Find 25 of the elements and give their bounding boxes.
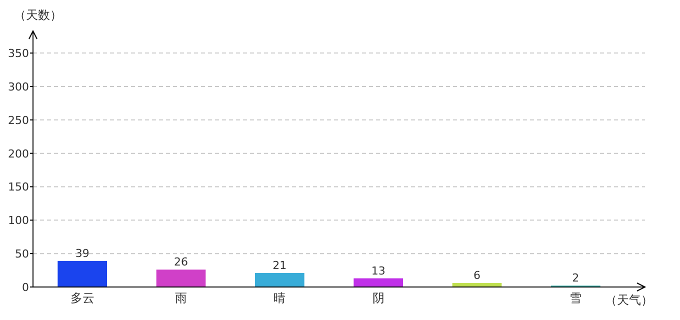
data-label: 39 — [75, 246, 90, 260]
x-axis-title: （天气） — [605, 293, 653, 307]
data-label: 26 — [174, 256, 188, 269]
bar — [354, 278, 403, 287]
bar — [58, 260, 107, 287]
y-tick-label: 300 — [8, 80, 29, 94]
y-tick-label: 150 — [8, 180, 29, 194]
x-tick-label: 晴 — [274, 291, 286, 305]
y-tick-label: 50 — [15, 248, 29, 261]
data-label: 21 — [272, 258, 287, 272]
y-tick-label: 0 — [22, 281, 29, 294]
y-axis-title: （天数） — [14, 8, 62, 22]
x-tick-label: 雪 — [570, 291, 582, 305]
data-label: 6 — [474, 268, 480, 282]
x-tick-label: 阴 — [372, 291, 384, 305]
y-tick-label: 350 — [8, 47, 29, 60]
x-tick-label: 多云 — [70, 291, 94, 305]
x-tick-label: 雨 — [175, 291, 187, 305]
data-label: 13 — [371, 264, 386, 278]
bar — [255, 272, 304, 287]
bar — [156, 270, 206, 287]
y-tick-label: 100 — [8, 214, 29, 228]
y-tick-label: 250 — [8, 114, 29, 127]
y-tick-label: 200 — [8, 147, 29, 160]
data-label: 2 — [572, 272, 580, 285]
